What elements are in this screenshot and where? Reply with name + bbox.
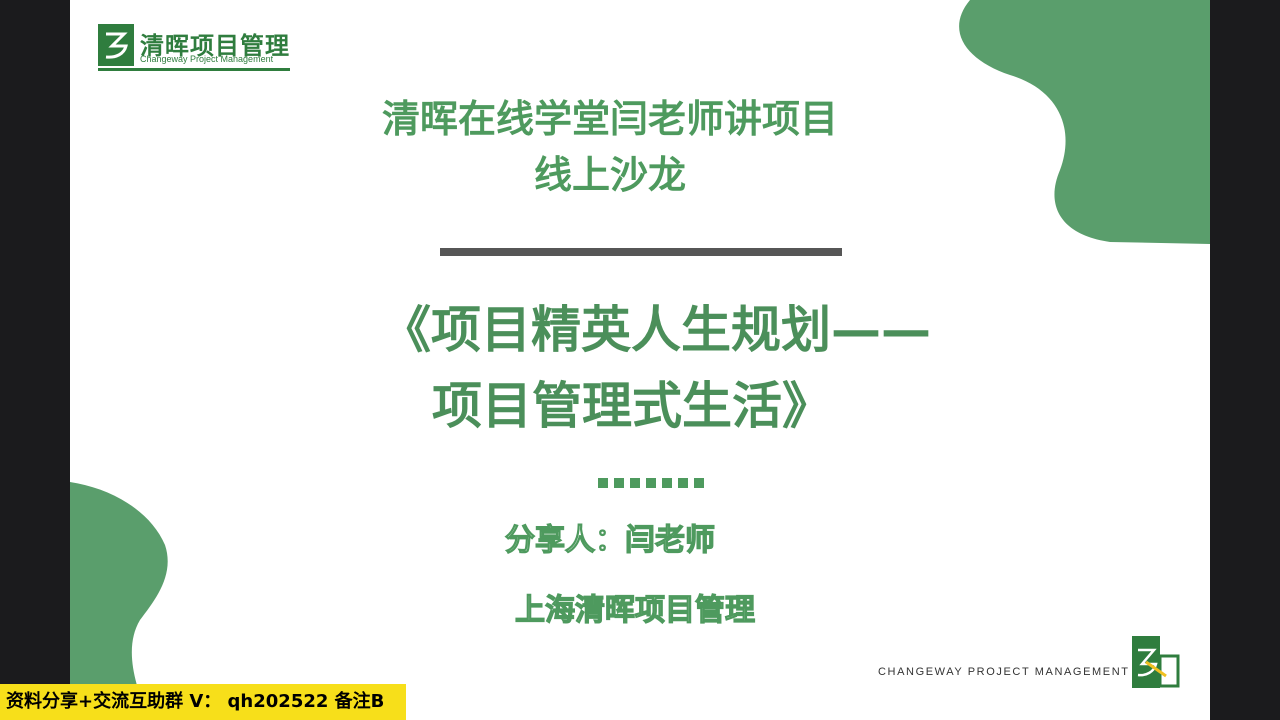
decorative-shapes bbox=[70, 0, 1210, 720]
dot bbox=[678, 478, 688, 488]
subtitle-line-2: 项目管理式生活》 bbox=[432, 377, 832, 435]
top-right-blob bbox=[959, 0, 1210, 244]
dot bbox=[662, 478, 672, 488]
dot bbox=[646, 478, 656, 488]
dot bbox=[598, 478, 608, 488]
dot bbox=[630, 478, 640, 488]
brand-logo: 清晖项目管理 Changeway Project Management bbox=[98, 24, 298, 74]
slide: 清晖项目管理 Changeway Project Management 清晖在线… bbox=[70, 0, 1210, 720]
footer-brand-text: CHANGEWAY PROJECT MANAGEMENT bbox=[878, 666, 1130, 678]
logo-name-en: Changeway Project Management bbox=[140, 54, 274, 64]
logo-icon bbox=[98, 24, 134, 66]
dot-separator bbox=[598, 478, 704, 488]
title-line-1: 清晖在线学堂闫老师讲项目 bbox=[381, 97, 838, 141]
logo-underline bbox=[98, 68, 290, 71]
title-line-2: 线上沙龙 bbox=[533, 153, 686, 197]
logo-name-cn: 清晖项目管理 bbox=[140, 32, 290, 60]
subtitle-line-1: 《项目精英人生规划—— bbox=[381, 301, 931, 359]
footer-logo-icon bbox=[1132, 636, 1180, 688]
company-label: 上海清晖项目管理 bbox=[514, 592, 755, 628]
title-divider bbox=[440, 248, 842, 256]
dot bbox=[694, 478, 704, 488]
watermark-banner: 资料分享+交流互助群 V： qh202522 备注B bbox=[0, 684, 406, 720]
bottom-left-blob bbox=[70, 482, 168, 720]
speaker-label: 分享人：闫老师 bbox=[504, 522, 715, 558]
dot bbox=[614, 478, 624, 488]
